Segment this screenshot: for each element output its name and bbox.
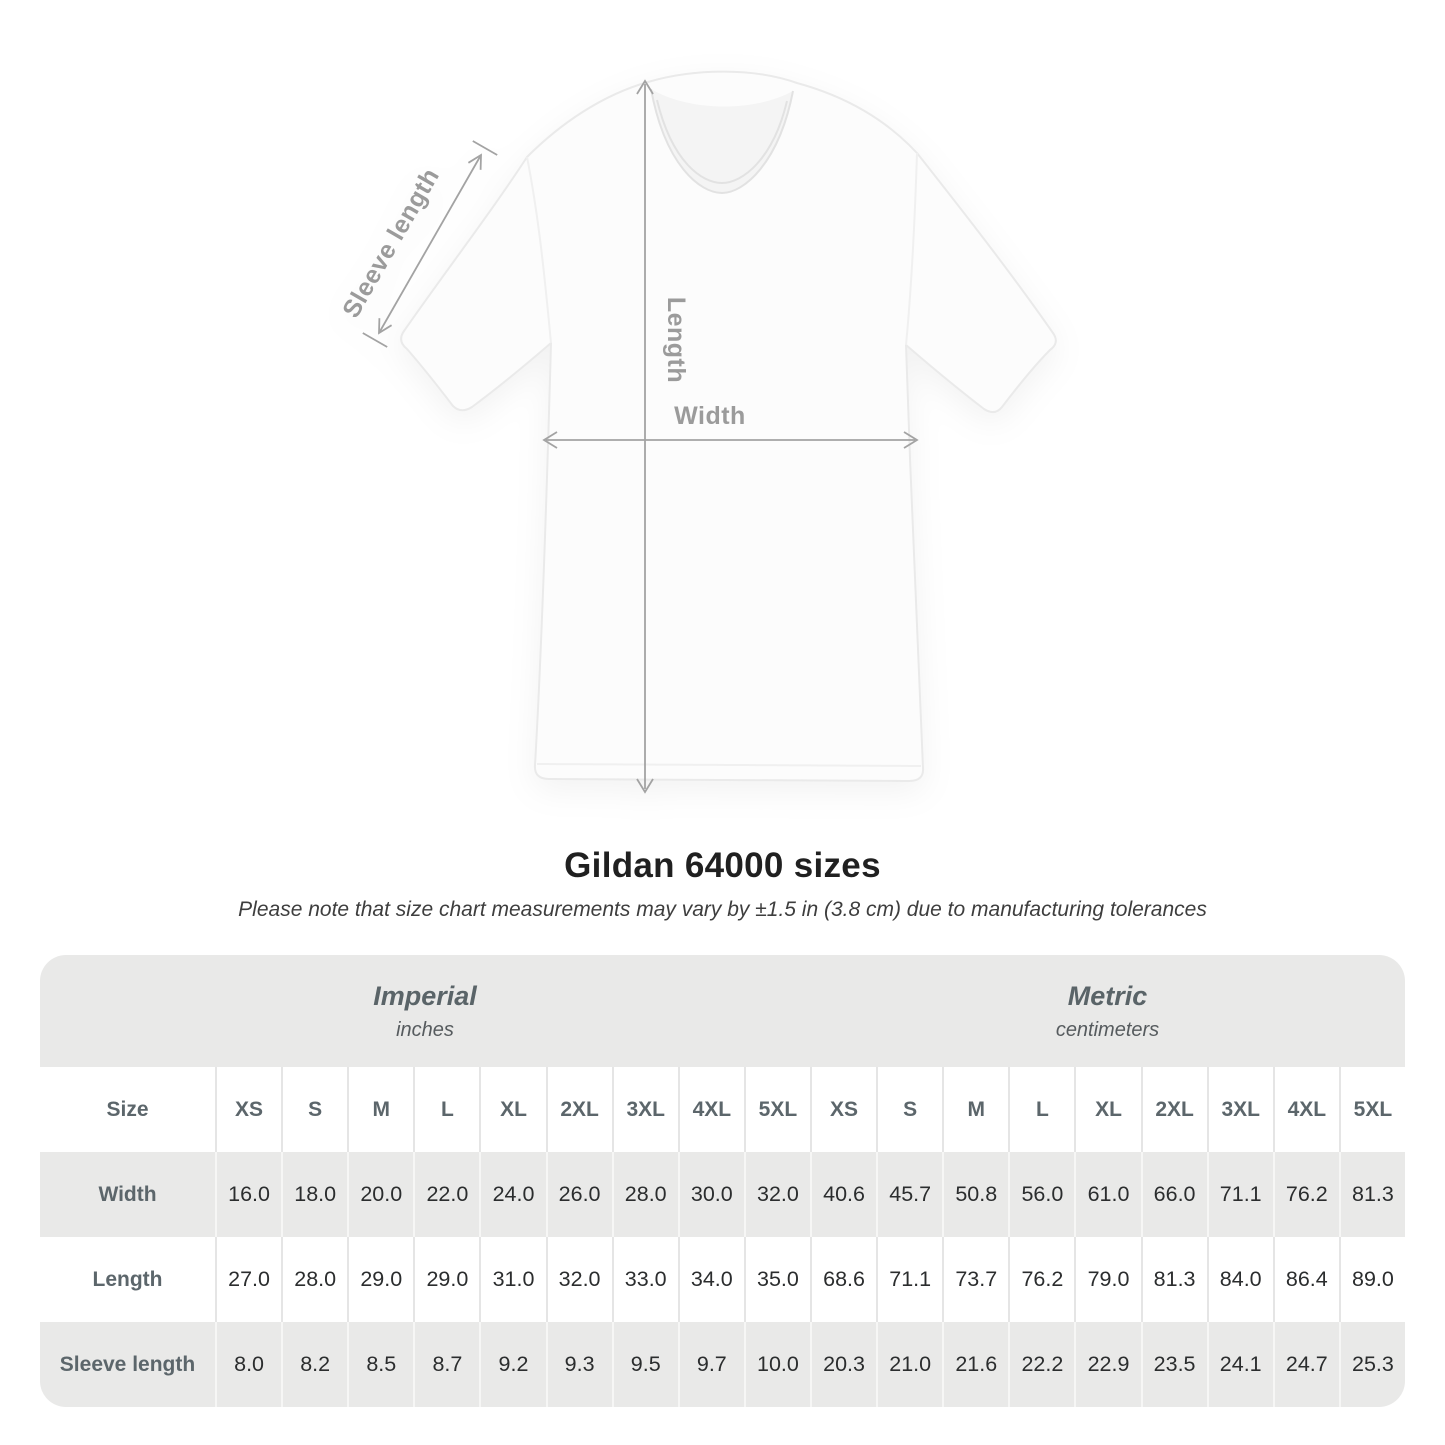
table-cell: 10.0: [743, 1322, 810, 1407]
row-label: Width: [40, 1152, 215, 1237]
size-column-header-imperial-5xl: 5XL: [743, 1067, 810, 1152]
tshirt-silhouette: [400, 70, 1057, 782]
table-cell: 29.0: [413, 1237, 480, 1322]
collar-inner-seam: [650, 88, 794, 195]
size-column-header-metric-4xl: 4XL: [1272, 1067, 1339, 1152]
table-cell: 25.3: [1338, 1322, 1405, 1407]
tshirt-measurement-diagram: Length Width Sleeve length: [337, 70, 1057, 794]
collar-opening: [651, 89, 793, 193]
width-label: Width: [674, 402, 746, 430]
table-cell: 22.2: [1008, 1322, 1075, 1407]
table-cell: 45.7: [876, 1152, 943, 1237]
table-cell: 28.0: [281, 1237, 348, 1322]
table-cell: 8.5: [347, 1322, 414, 1407]
table-cell: 24.1: [1206, 1322, 1273, 1407]
size-column-header-imperial-2xl: 2XL: [545, 1067, 612, 1152]
size-column-header-imperial-3xl: 3XL: [611, 1067, 678, 1152]
size-column-header-imperial-l: L: [413, 1067, 480, 1152]
table-cell: 71.1: [876, 1237, 943, 1322]
table-cell: 73.7: [942, 1237, 1009, 1322]
table-cell: 24.7: [1272, 1322, 1339, 1407]
table-cell: 26.0: [545, 1152, 612, 1237]
table-cell: 9.2: [479, 1322, 546, 1407]
row-label: Sleeve length: [40, 1322, 215, 1407]
table-cell: 84.0: [1206, 1237, 1273, 1322]
metric-group-header: Metric centimeters: [810, 955, 1405, 1067]
table-cell: 35.0: [743, 1237, 810, 1322]
table-cell: 32.0: [743, 1152, 810, 1237]
table-cell: 32.0: [545, 1237, 612, 1322]
table-cell: 9.3: [545, 1322, 612, 1407]
table-cell: 33.0: [611, 1237, 678, 1322]
size-column-header-metric-xl: XL: [1074, 1067, 1141, 1152]
table-cell: 20.0: [347, 1152, 414, 1237]
left-sleeve-seam: [526, 156, 552, 344]
table-cell: 66.0: [1140, 1152, 1207, 1237]
table-cell: 8.0: [215, 1322, 282, 1407]
size-column-header-metric-2xl: 2XL: [1140, 1067, 1207, 1152]
table-cell: 31.0: [479, 1237, 546, 1322]
table-cell: 9.7: [677, 1322, 744, 1407]
size-column-header-metric-s: S: [876, 1067, 943, 1152]
table-cell: 16.0: [215, 1152, 282, 1237]
size-column-header-imperial-s: S: [281, 1067, 348, 1152]
size-column-header-metric-5xl: 5XL: [1338, 1067, 1405, 1152]
width-arrow: Width: [542, 402, 919, 449]
table-cell: 56.0: [1008, 1152, 1075, 1237]
table-cell: 8.2: [281, 1322, 348, 1407]
size-column-header-imperial-xs: XS: [215, 1067, 282, 1152]
table-cell: 30.0: [677, 1152, 744, 1237]
table-cell: 22.9: [1074, 1322, 1141, 1407]
table-cell: 28.0: [611, 1152, 678, 1237]
table-cell: 27.0: [215, 1237, 282, 1322]
hem-seam: [536, 763, 922, 767]
page-title: Gildan 64000 sizes: [564, 846, 881, 885]
table-cell: 89.0: [1338, 1237, 1405, 1322]
collar-band-seam: [656, 99, 788, 185]
table-cell: 71.1: [1206, 1152, 1273, 1237]
table-cell: 22.0: [413, 1152, 480, 1237]
imperial-unit-label: inches: [396, 1018, 454, 1041]
size-column-header-imperial-4xl: 4XL: [677, 1067, 744, 1152]
size-column-header-imperial-m: M: [347, 1067, 414, 1152]
length-arrow: Length: [636, 79, 690, 794]
table-cell: 9.5: [611, 1322, 678, 1407]
size-corner-header: Size: [40, 1067, 215, 1152]
table-cell: 68.6: [810, 1237, 877, 1322]
size-column-header-metric-3xl: 3XL: [1206, 1067, 1273, 1152]
table-cell: 21.0: [876, 1322, 943, 1407]
table-cell: 79.0: [1074, 1237, 1141, 1322]
table-cell: 20.3: [810, 1322, 877, 1407]
table-cell: 81.3: [1338, 1152, 1405, 1237]
metric-unit-label: centimeters: [1055, 1018, 1160, 1041]
size-column-header-metric-l: L: [1008, 1067, 1075, 1152]
size-table: Imperial inches Metric centimeters Size X…: [40, 955, 1405, 1407]
table-cell: 8.7: [413, 1322, 480, 1407]
table-cell: 76.2: [1272, 1152, 1339, 1237]
imperial-group-header: Imperial inches: [40, 955, 810, 1067]
table-cell: 50.8: [942, 1152, 1009, 1237]
table-cell: 86.4: [1272, 1237, 1339, 1322]
size-column-header-metric-xs: XS: [810, 1067, 877, 1152]
tolerance-note: Please note that size chart measurements…: [238, 898, 1207, 921]
table-cell: 24.0: [479, 1152, 546, 1237]
table-cell: 81.3: [1140, 1237, 1207, 1322]
table-cell: 21.6: [942, 1322, 1009, 1407]
size-column-header-metric-m: M: [942, 1067, 1009, 1152]
table-cell: 23.5: [1140, 1322, 1207, 1407]
table-cell: 29.0: [347, 1237, 414, 1322]
size-column-header-imperial-xl: XL: [479, 1067, 546, 1152]
table-cell: 18.0: [281, 1152, 348, 1237]
imperial-group-label: Imperial: [373, 980, 477, 1011]
table-cell: 61.0: [1074, 1152, 1141, 1237]
table-cell: 34.0: [677, 1237, 744, 1322]
table-cell: 40.6: [810, 1152, 877, 1237]
row-label: Length: [40, 1237, 215, 1322]
right-sleeve-seam: [905, 152, 918, 346]
metric-group-label: Metric: [1067, 980, 1148, 1011]
length-label: Length: [662, 297, 690, 383]
table-cell: 76.2: [1008, 1237, 1075, 1322]
